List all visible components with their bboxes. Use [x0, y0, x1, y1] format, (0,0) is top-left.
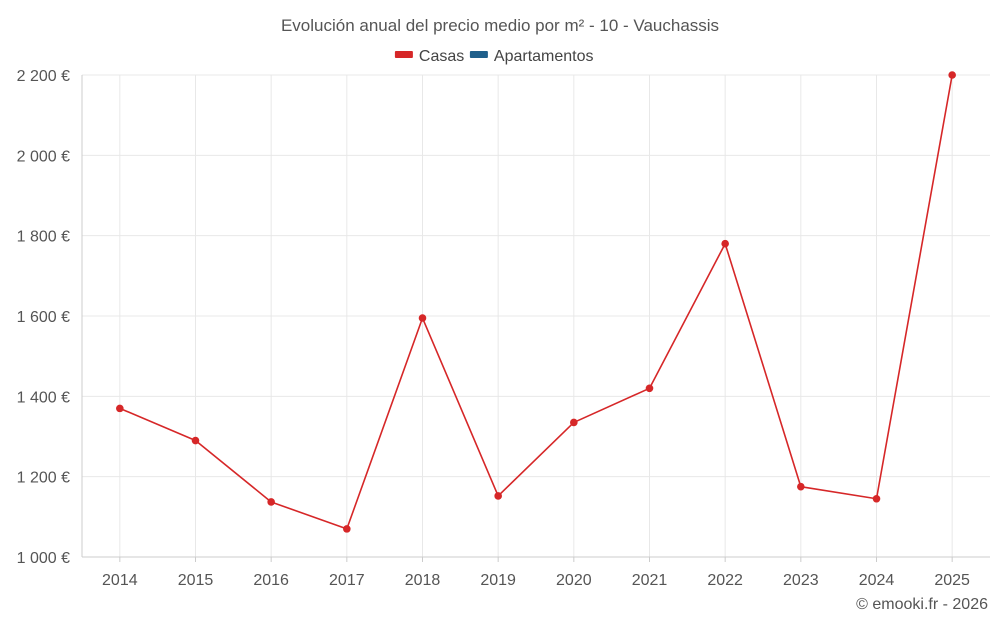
- data-point[interactable]: [645, 384, 654, 393]
- data-point[interactable]: [797, 482, 805, 491]
- x-tick-label: 2014: [102, 572, 138, 589]
- y-tick-label: 1 600 €: [17, 309, 70, 326]
- y-tick-label: 2 200 €: [17, 68, 70, 85]
- y-tick-label: 2 000 €: [17, 148, 70, 165]
- x-tick-label: 2020: [556, 572, 592, 589]
- axes: 1 000 € 1 200 € 1 400 € 1 600 € 1 800 € 2 000…: [17, 68, 990, 589]
- x-tick-label: 2019: [480, 572, 516, 589]
- legend-swatch: [394, 51, 413, 58]
- data-point[interactable]: [343, 525, 351, 533]
- legend-label: Apartamentos: [494, 48, 594, 65]
- data-point[interactable]: [494, 492, 502, 500]
- data-point[interactable]: [418, 314, 427, 322]
- x-tick-label: 2022: [707, 572, 743, 589]
- x-tick-label: 2024: [859, 572, 895, 589]
- y-tick-label: 1 400 €: [17, 389, 70, 406]
- x-tick-label: 2018: [405, 572, 441, 589]
- legend-label: Casas: [419, 48, 464, 65]
- data-point[interactable]: [116, 404, 124, 413]
- x-tick-label: 2017: [329, 572, 365, 589]
- y-tick-label: 1 000 €: [17, 550, 70, 567]
- data-point[interactable]: [267, 498, 275, 506]
- x-tick-label: 2015: [178, 572, 214, 589]
- legend: Casas Apartamentos: [394, 48, 594, 65]
- x-tick-label: 2023: [783, 572, 819, 589]
- credit-text: © emooki.fr - 2026: [856, 596, 988, 613]
- x-tick-label: 2021: [632, 572, 668, 589]
- data-point[interactable]: [721, 239, 729, 248]
- legend-item-casas[interactable]: Casas: [394, 48, 464, 65]
- y-tick-label: 1 200 €: [17, 470, 70, 487]
- grid: [82, 74, 990, 558]
- legend-item-apartamentos[interactable]: Apartamentos: [469, 48, 594, 65]
- data-point[interactable]: [191, 436, 200, 445]
- series-line-casas: [119, 74, 953, 530]
- x-tick-label: 2025: [934, 572, 970, 589]
- data-point[interactable]: [872, 494, 881, 503]
- data-point[interactable]: [948, 71, 956, 79]
- series-layer: [116, 71, 956, 533]
- chart-title: Evolución anual del precio medio por m² …: [281, 16, 719, 35]
- y-tick-label: 1 800 €: [17, 229, 70, 246]
- x-tick-label: 2016: [253, 572, 289, 589]
- data-point[interactable]: [570, 418, 578, 427]
- legend-swatch: [469, 51, 488, 58]
